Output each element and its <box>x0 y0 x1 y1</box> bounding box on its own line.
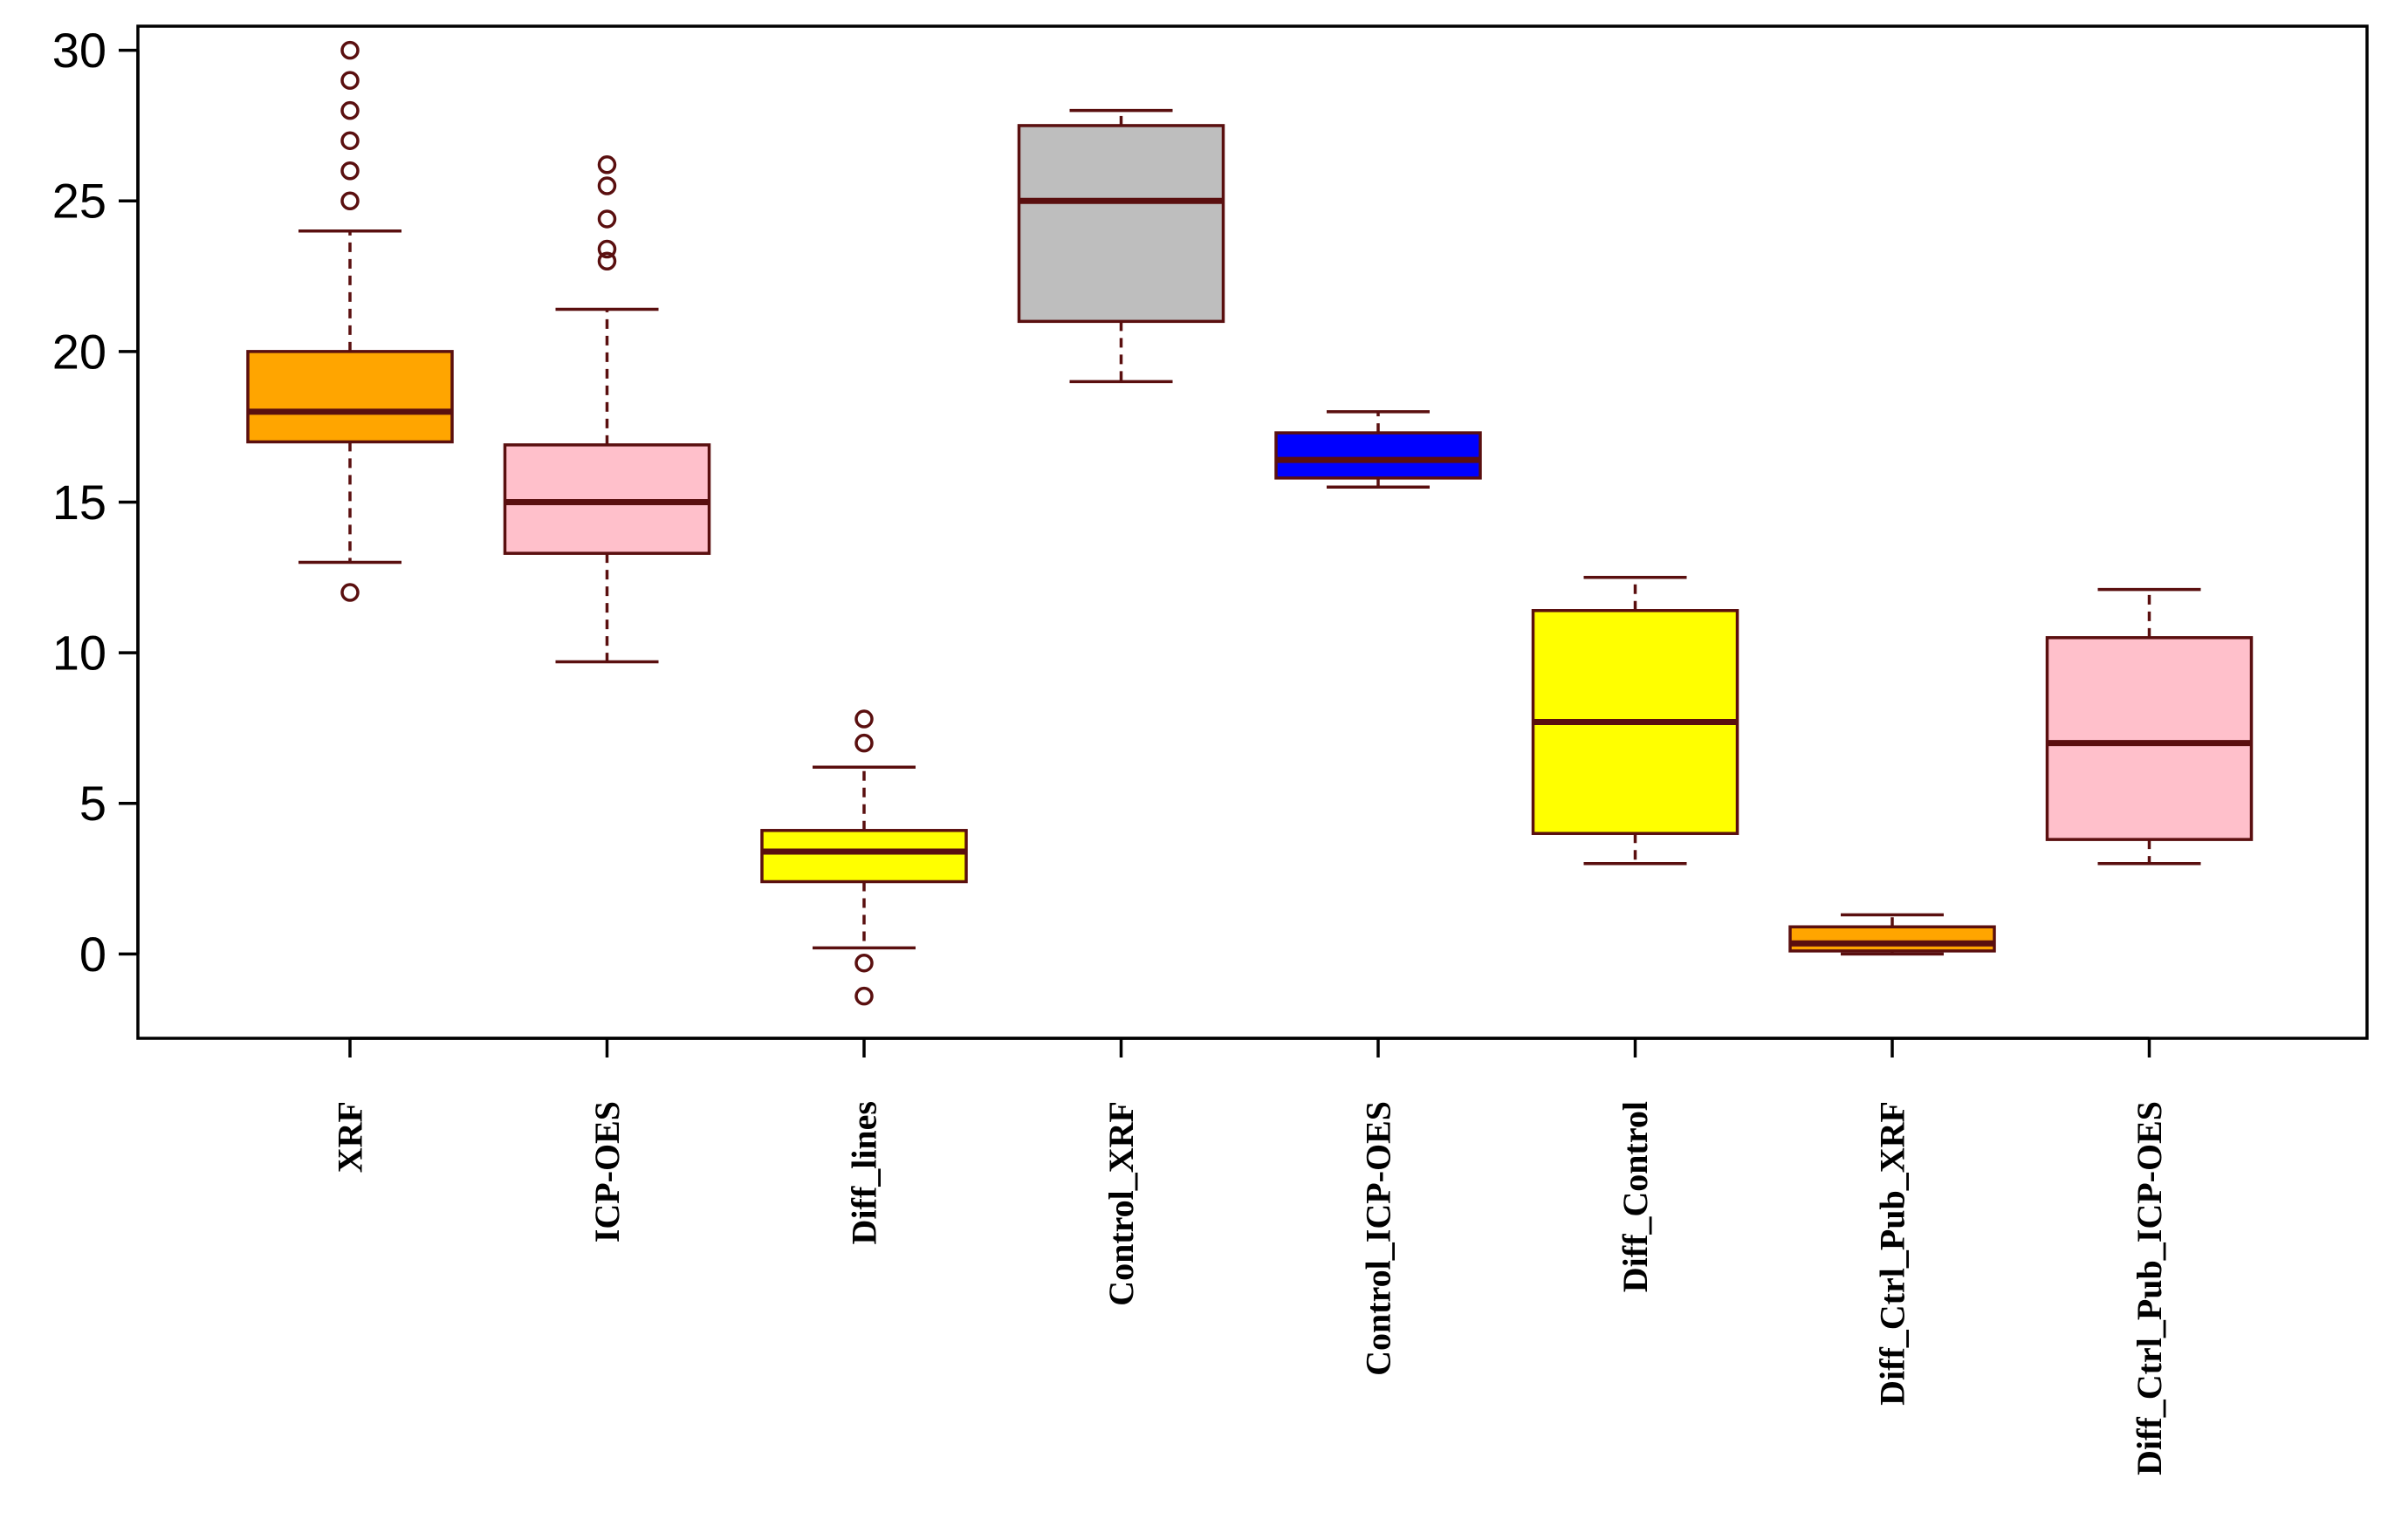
box-diff-control <box>1531 576 1739 866</box>
box-body <box>1274 431 1482 480</box>
outlier-point <box>340 191 360 210</box>
box-xrf <box>246 40 454 602</box>
box-control-icp-oes <box>1274 410 1482 489</box>
box-diff-lines <box>760 709 968 1006</box>
box-body <box>1017 124 1225 324</box>
box-body <box>760 829 968 884</box>
y-tick-label: 20 <box>52 324 106 379</box>
y-tick-label: 10 <box>52 626 106 681</box>
outlier-point <box>597 209 617 229</box>
box-icp-oes <box>503 155 711 664</box>
x-tick-label: Diff_Control <box>1616 1101 1655 1292</box>
box-body <box>1788 925 1996 953</box>
plot-frame <box>136 24 2369 1040</box>
y-axis: 0 5 10 15 20 25 30 <box>52 23 140 982</box>
outlier-point <box>597 239 617 259</box>
x-tick-label: Diff_Ctrl_Pub_XRF <box>1873 1101 1912 1406</box>
x-tick-label: Control_ICP-OES <box>1359 1101 1398 1376</box>
outlier-point <box>340 161 360 181</box>
outlier-point <box>597 176 617 195</box>
x-tick-label: Diff_Ctrl_Pub_ICP-OES <box>2130 1101 2169 1475</box>
outlier-point <box>854 986 874 1006</box>
box-series <box>246 40 2254 1006</box>
outlier-point <box>854 709 874 729</box>
outlier-point <box>597 251 617 271</box>
y-tick-label: 30 <box>52 23 106 78</box>
outlier-point <box>340 40 360 60</box>
x-axis: XRF ICP-OES Diff_lines Control_XRF Control_I… <box>331 1037 2169 1475</box>
x-tick-label: Control_XRF <box>1101 1101 1141 1306</box>
outlier-point <box>340 583 360 602</box>
y-tick-label: 0 <box>79 927 106 982</box>
x-tick-label: ICP-OES <box>587 1101 627 1242</box>
outlier-point <box>340 100 360 120</box>
outlier-point <box>340 131 360 150</box>
outlier-point <box>340 71 360 90</box>
outlier-point <box>854 953 874 973</box>
outlier-point <box>597 155 617 175</box>
box-body <box>246 350 454 444</box>
outlier-point <box>854 733 874 753</box>
x-tick-label: Diff_lines <box>845 1101 884 1244</box>
box-diff-ctrl-pub-xrf <box>1788 913 1996 956</box>
box-diff-ctrl-pub-icp-oes <box>2045 587 2254 866</box>
x-tick-label: XRF <box>331 1101 370 1173</box>
box-control-xrf <box>1017 108 1225 384</box>
y-tick-label: 15 <box>52 475 106 530</box>
y-tick-label: 25 <box>52 174 106 229</box>
box-body <box>2045 636 2254 841</box>
y-tick-label: 5 <box>79 776 106 831</box>
